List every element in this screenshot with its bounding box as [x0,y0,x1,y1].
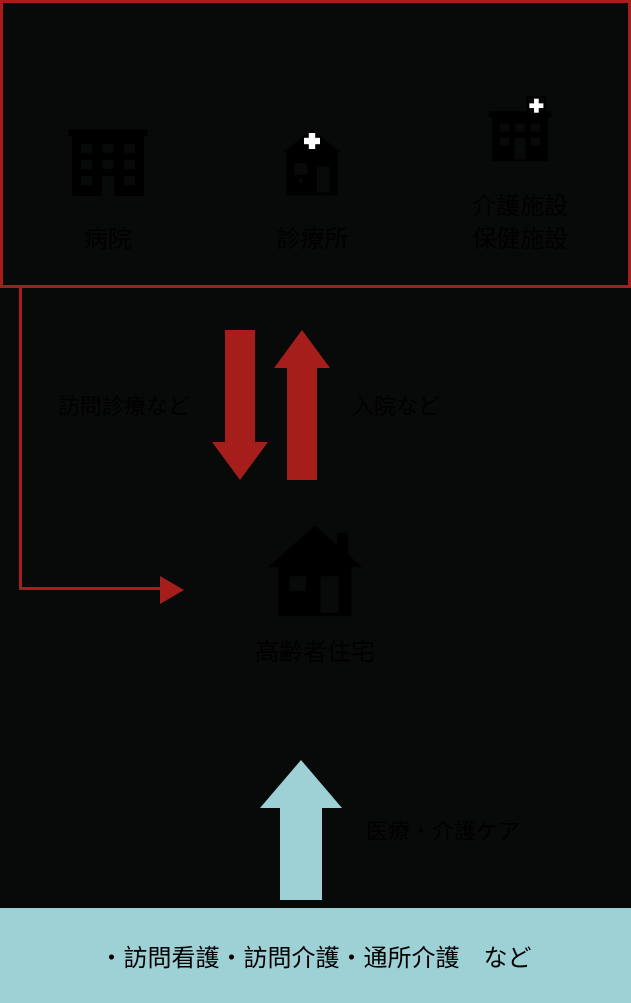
medical-care-label: 医療・介護ケア [366,814,520,846]
clinic-icon [272,125,352,205]
top-facilities-box: 病院 診療所 [0,0,631,288]
l-connector-arrowhead-icon [160,576,184,604]
clinic-label: 診療所 [276,223,348,257]
inpatient-label: 入院など [352,389,440,421]
house-icon [260,520,370,620]
elderly-housing-label: 高齢者住宅 [255,632,375,667]
facility-hospital: 病院 [63,115,153,257]
facility-clinic: 診療所 [272,125,352,257]
up-arrow-icon [274,330,330,480]
teal-arrow-section: 医療・介護ケア [260,760,520,900]
care-facility-icon [481,94,559,172]
care-label: 介護施設 保健施設 [472,190,568,257]
down-arrow-icon [212,330,268,480]
bottom-services-box: ・訪問看護・訪問介護・通所介護 など [0,908,631,1003]
bottom-services-text: ・訪問看護・訪問介護・通所介護 など [100,938,532,973]
hospital-label: 病院 [84,223,132,257]
hospital-icon [63,115,153,205]
teal-up-arrow-icon [260,760,342,900]
facility-care: 介護施設 保健施設 [472,94,568,257]
elderly-housing: 高齢者住宅 [210,520,420,667]
middle-bidirectional-arrows: 訪問診療など 入院など [58,330,578,480]
visit-care-label: 訪問診療など [58,389,190,421]
